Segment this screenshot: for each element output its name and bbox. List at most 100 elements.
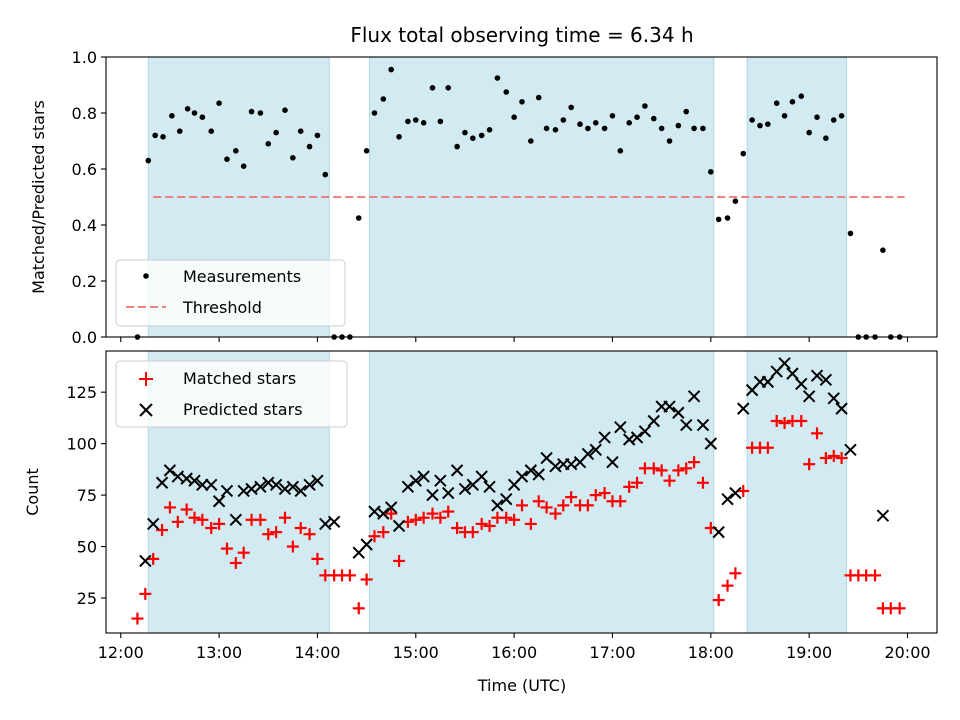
- measurement-point: [757, 122, 763, 129]
- matched-star-point: [557, 499, 570, 512]
- predicted-star-point: [237, 484, 250, 498]
- x-tick-label: 14:00: [294, 643, 340, 662]
- matched-star-point: [393, 554, 406, 567]
- predicted-star-point: [229, 513, 243, 526]
- measurement-point: [306, 143, 313, 150]
- predicted-star-point: [483, 480, 496, 494]
- top-axes-frame: [105, 56, 938, 338]
- bottom-axes-frame: [105, 350, 938, 634]
- measurements-legend-label: Measurements: [183, 267, 301, 286]
- bottom-legend-box: [115, 360, 348, 428]
- bottom-y-axis-label: Count: [23, 468, 42, 516]
- measurement-point: [405, 118, 411, 125]
- measurement-point: [560, 117, 567, 123]
- measurement-point: [543, 125, 550, 132]
- measurement-point: [257, 110, 264, 116]
- matched-star-point: [483, 519, 496, 532]
- measurement-point: [838, 113, 845, 119]
- measurement-point: [388, 66, 394, 73]
- matched-star-point: [156, 524, 169, 537]
- matched-star-point: [426, 507, 439, 520]
- top-y-ticks: 0.0 0.2 0.4 0.6 0.8 1.0: [72, 48, 106, 347]
- matched-star-point: [761, 441, 774, 454]
- bottom-x-ticks: 12:00 13:00 14:00 15:00 16:00 17:00 18:00 19:00…: [98, 633, 931, 662]
- bottom-y-tick-label: 125: [66, 383, 97, 402]
- measurement-point: [191, 110, 198, 116]
- bottom-y-tick-label: 75: [77, 486, 97, 505]
- measurement-point: [814, 114, 820, 120]
- matched-star-point: [778, 417, 791, 430]
- bottom-panel: 25 50 75 100 125 12:00 13:00 14:00 15:00 16:00 17…: [23, 350, 938, 695]
- predicted-star-point: [532, 468, 545, 481]
- predicted-star-point: [196, 478, 209, 492]
- predicted-star-point: [294, 484, 307, 498]
- measurement-point: [224, 156, 230, 162]
- matched-star-point: [623, 480, 636, 493]
- measurement-point: [675, 122, 682, 129]
- predicted-star-point: [442, 486, 455, 500]
- bottom-y-tick-label: 25: [77, 589, 97, 608]
- measurement-point: [494, 75, 501, 81]
- matched-star-point: [712, 594, 725, 607]
- matched-star-point: [180, 503, 193, 516]
- predicted-star-point: [835, 402, 848, 415]
- matched-legend-marker: [139, 372, 153, 386]
- predicted-star-point: [515, 470, 529, 483]
- measurement-point: [765, 121, 771, 127]
- matched-star-point: [631, 476, 644, 489]
- matched-star-point: [220, 542, 233, 555]
- top-y-tick-label: 0.4: [72, 216, 97, 235]
- predicted-star-point: [434, 474, 447, 487]
- measurement-point: [454, 143, 460, 150]
- matched-star-point: [311, 552, 324, 565]
- predicted-star-point: [712, 525, 725, 539]
- predicted-star-point: [500, 492, 513, 506]
- matched-star-point: [352, 602, 365, 615]
- top-panel: 0.0 0.2 0.4 0.6 0.8 1.0 Matched/Predicted sta…: [29, 48, 938, 347]
- measurements-legend-marker: [143, 273, 149, 279]
- matched-star-point: [688, 456, 701, 469]
- matched-star-point: [827, 449, 840, 462]
- matched-star-point: [565, 491, 578, 504]
- predicted-star-point: [795, 377, 808, 391]
- predicted-star-point: [254, 480, 267, 494]
- predicted-star-point: [680, 418, 693, 432]
- measurement-point: [519, 99, 525, 105]
- predicted-star-point: [704, 437, 718, 450]
- x-tick-label: 17:00: [589, 643, 635, 662]
- matched-star-point: [278, 511, 291, 524]
- predicted-star-point: [426, 488, 439, 502]
- measurement-point: [152, 132, 158, 139]
- predicted-star-point: [188, 474, 201, 487]
- predicted-star-point: [721, 492, 734, 506]
- measurement-point: [380, 96, 387, 102]
- matched-star-point: [663, 474, 676, 487]
- measurement-point: [199, 114, 206, 120]
- matched-star-point: [139, 587, 152, 600]
- measurement-point: [691, 125, 697, 132]
- measurement-point: [412, 117, 419, 123]
- measurement-point: [462, 129, 468, 136]
- predicted-star-point: [687, 390, 701, 403]
- measurement-point: [273, 129, 279, 136]
- predicted-star-point: [598, 431, 611, 444]
- measurement-point: [145, 157, 152, 164]
- measurement-point: [511, 114, 517, 120]
- matched-star-point: [869, 569, 882, 582]
- predicted-star-point: [614, 420, 627, 434]
- measurement-point: [363, 148, 370, 154]
- matched-star-point: [147, 552, 160, 565]
- top-y-tick-label: 0.8: [72, 104, 97, 123]
- matched-star-point: [721, 579, 734, 592]
- measurement-point: [486, 127, 493, 133]
- measurement-point: [650, 115, 657, 122]
- matched-star-point: [303, 528, 316, 541]
- matched-star-point: [647, 462, 660, 475]
- matched-star-point: [286, 540, 299, 553]
- predicted-star-point: [311, 474, 324, 487]
- predicted-star-point: [810, 369, 824, 382]
- measurement-point: [830, 117, 837, 123]
- top-y-axis-label: Matched/Predicted stars: [29, 100, 48, 294]
- matched-star-point: [672, 464, 685, 477]
